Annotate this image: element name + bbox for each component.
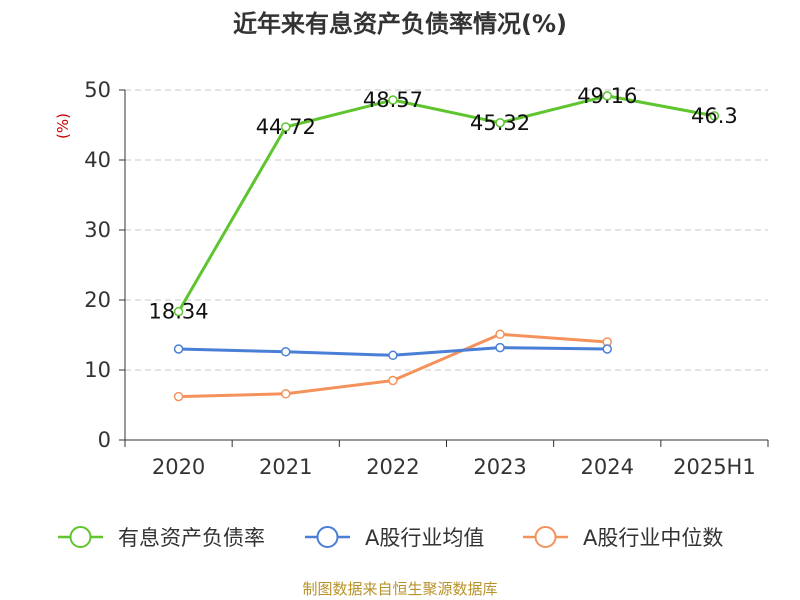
- legend: 有息资产负债率 A股行业均值 A股行业中位数: [58, 526, 723, 550]
- y-tick-label: 30: [84, 218, 111, 242]
- x-tick-label: 2025H1: [673, 455, 756, 479]
- data-point: [173, 391, 184, 402]
- data-point: [281, 122, 291, 132]
- data-label: 45.32: [470, 111, 530, 135]
- x-tick-label: 2022: [366, 455, 419, 479]
- legend-marker: [534, 526, 557, 548]
- data-label: 49.16: [577, 84, 637, 108]
- axes: 0 10 20 30 40 50 2020 2021 2022 2023 2024 2025H1: [84, 78, 769, 479]
- series-line: [177, 94, 715, 313]
- data-point: [281, 347, 291, 357]
- data-point: [709, 111, 720, 121]
- series-line: [178, 332, 608, 399]
- y-tick-label: 40: [84, 148, 111, 172]
- y-tick-label: 20: [84, 288, 111, 312]
- data-labels: 18.34 44.72 48.57 45.32 49.16 46.3: [149, 84, 738, 324]
- data-label: 44.72: [256, 115, 316, 139]
- data-label: 48.57: [363, 88, 423, 112]
- data-point: [495, 329, 505, 340]
- y-axis-unit-label: (%): [54, 113, 72, 139]
- data-point: [602, 91, 612, 101]
- y-tick-label: 0: [98, 428, 111, 452]
- data-point: [281, 389, 291, 399]
- data-point: [388, 350, 398, 361]
- data-point: [388, 375, 398, 386]
- data-point: [495, 342, 505, 353]
- x-tick-label: 2020: [152, 455, 205, 479]
- x-tick-label: 2024: [581, 455, 634, 479]
- chart-title: 近年来有息资产负债率情况(%): [233, 10, 567, 38]
- data-point: [388, 95, 398, 105]
- data-point: [173, 306, 184, 317]
- source-note: 制图数据来自恒生聚源数据库: [302, 580, 497, 598]
- legend-label: 有息资产负债率: [118, 526, 265, 550]
- data-point: [602, 344, 612, 354]
- data-label: 46.3: [691, 104, 738, 128]
- y-tick-label: 10: [84, 358, 111, 382]
- x-tick-label: 2021: [259, 455, 312, 479]
- series-lines: [173, 91, 720, 402]
- data-label: 18.34: [149, 300, 209, 324]
- legend-marker: [69, 526, 92, 548]
- y-tick-label: 50: [84, 78, 111, 102]
- grid-lines: [125, 89, 768, 371]
- legend-marker: [316, 526, 339, 548]
- data-point: [173, 344, 184, 354]
- legend-label: A股行业均值: [365, 526, 484, 550]
- legend-label: A股行业中位数: [583, 526, 723, 550]
- data-point: [495, 118, 505, 128]
- x-tick-label: 2023: [473, 455, 526, 479]
